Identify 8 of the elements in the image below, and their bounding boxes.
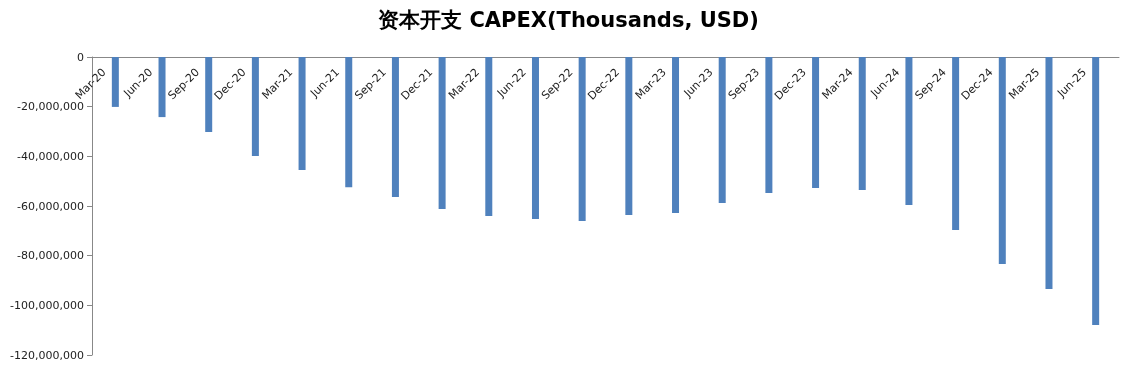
chart-title: 资本开支 CAPEX(Thousands, USD) — [378, 7, 759, 32]
y-tick-label: -80,000,000 — [17, 249, 84, 263]
y-tick-label: -60,000,000 — [17, 199, 84, 213]
y-tick-label: 0 — [77, 50, 84, 64]
y-tick-label: -20,000,000 — [17, 100, 84, 114]
y-tick-label: -100,000,000 — [10, 298, 84, 312]
y-tick-label: -120,000,000 — [10, 348, 84, 362]
y-tick-label: -40,000,000 — [17, 149, 84, 163]
